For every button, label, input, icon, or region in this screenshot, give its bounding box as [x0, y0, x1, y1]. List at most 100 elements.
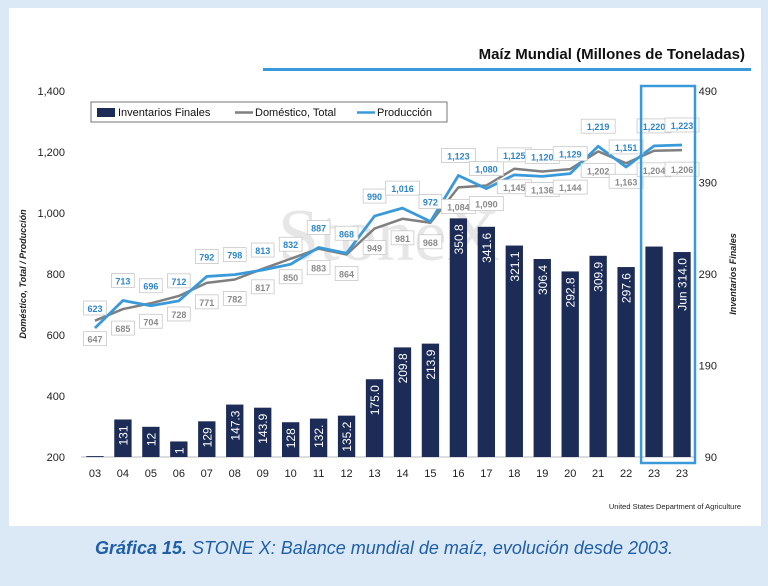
y-axis-right-title: Inventarios Finales [728, 233, 738, 315]
figure-caption: Gráfica 15. STONE X: Balance mundial de … [0, 538, 768, 559]
domestic-data-label: 968 [423, 238, 438, 248]
legend-box [90, 101, 448, 123]
bar-inventarios [226, 404, 244, 457]
domestic-data-label: 1,144 [559, 183, 582, 193]
domestic-data-label-box [306, 260, 331, 276]
y-tick-left-label: 600 [47, 330, 65, 342]
legend-label-inventarios: Inventarios Finales [118, 107, 211, 119]
bar-inventarios [421, 343, 440, 457]
domestic-data-label: 850 [283, 273, 298, 283]
y-tick-right-label: 190 [699, 361, 717, 373]
bar-data-label: 309.9 [592, 261, 606, 291]
domestic-data-label: 1,206 [671, 165, 694, 175]
chart-card: StoneX 200 400 600 800 1,000 1,200 1,400 90 190 29… [9, 8, 761, 526]
production-data-label: 832 [283, 240, 298, 250]
bar-data-label: 1 [172, 447, 186, 454]
bar-inventarios [645, 246, 663, 457]
x-tick-label: 07 [201, 468, 213, 480]
y-tick-left-label: 400 [47, 391, 65, 403]
bar-inventarios [254, 407, 272, 457]
y-tick-left-label: 1,000 [37, 208, 65, 220]
x-tick-label: 20 [564, 468, 576, 480]
legend-label-domestico: Doméstico, Total [255, 107, 336, 119]
domestic-data-label: 782 [227, 294, 242, 304]
production-data-label-box [385, 180, 420, 196]
bar-data-label: 321.1 [508, 251, 522, 281]
production-data-label: 792 [199, 252, 214, 262]
domestic-data-label: 1,136 [531, 186, 554, 196]
domestic-data-label-box [552, 179, 588, 195]
domestic-data-label: 771 [199, 298, 214, 308]
domestic-data-label-box [278, 269, 303, 285]
production-data-label: 972 [423, 198, 438, 208]
production-data-label: 813 [255, 246, 270, 256]
bar-data-label: 297.6 [620, 273, 634, 303]
x-tick-label: 18 [508, 468, 520, 480]
bar-inventarios [86, 456, 104, 457]
x-tick-label: 08 [229, 468, 241, 480]
production-data-label-box [608, 139, 644, 155]
bar-inventarios [617, 267, 635, 457]
domestic-data-label-box [468, 196, 504, 211]
domestic-data-label-box [111, 320, 135, 336]
bar-inventarios [309, 418, 328, 457]
domestic-data-label-box [362, 240, 387, 255]
y-tick-right-label: 490 [699, 86, 717, 98]
x-tick-label: 06 [173, 468, 185, 480]
bar-inventarios [114, 419, 132, 457]
y-tick-right-label: 90 [705, 452, 717, 464]
production-data-label: 798 [227, 251, 242, 261]
production-data-label-box [334, 225, 359, 241]
domestic-data-label: 685 [115, 324, 130, 334]
bar-inventarios [393, 347, 412, 457]
bar-inventarios [477, 226, 496, 457]
domestic-data-label: 864 [339, 269, 354, 279]
x-tick-label: 22 [620, 468, 632, 480]
bar-data-label: 12 [144, 432, 158, 446]
x-tick-label: 12 [340, 468, 352, 480]
y-tick-right-label: 390 [699, 178, 717, 190]
bar-data-label: 341.6 [480, 232, 494, 262]
domestic-data-label-box [580, 162, 616, 178]
production-data-label: 623 [87, 304, 102, 314]
production-data-label: 1,151 [615, 143, 638, 153]
production-data-label-box [278, 236, 303, 252]
x-tick-label: 03 [89, 468, 101, 480]
domestic-data-label: 704 [143, 317, 158, 327]
domestic-data-label: 883 [311, 264, 326, 274]
y-tick-left-label: 800 [47, 269, 65, 281]
chart-title: Maíz Mundial (Millones de Toneladas) [478, 46, 745, 63]
bar-inventarios [365, 379, 384, 457]
domestic-data-label-box [139, 313, 163, 329]
bar-data-label: 132. [312, 425, 326, 448]
production-data-label: 1,123 [447, 151, 470, 161]
production-data-label-box [580, 118, 616, 134]
x-tick-label: 05 [145, 468, 157, 480]
production-data-label-box [222, 247, 247, 263]
x-tick-label: 21 [592, 468, 604, 480]
bar-data-label: 143.9 [256, 413, 270, 443]
domestic-data-label: 949 [367, 244, 382, 254]
production-data-label-box [139, 278, 163, 294]
bar-data-label: 128 [284, 428, 298, 448]
bar-data-label: 131 [116, 425, 130, 445]
bar-data-label: 135.2 [340, 421, 354, 451]
bar-data-label: 350.8 [452, 224, 466, 254]
production-data-label: 887 [311, 223, 326, 233]
production-data-label: 868 [339, 229, 354, 239]
bar-data-label: 147.3 [228, 410, 242, 440]
production-data-label: 1,129 [559, 150, 582, 160]
y-tick-left-label: 1,200 [37, 147, 65, 159]
domestic-data-label: 1,084 [447, 202, 470, 212]
production-data-label-box [362, 188, 387, 204]
production-data-label-box [552, 146, 588, 162]
x-tick-label: 13 [368, 468, 380, 480]
x-tick-label: 23 [676, 468, 688, 480]
bar-inventarios [198, 421, 216, 457]
production-data-label: 1,219 [587, 122, 610, 132]
bar-inventarios [505, 245, 523, 457]
domestic-data-label: 1,145 [503, 183, 526, 193]
domestic-data-label-box [194, 294, 219, 310]
domestic-data-label-box [250, 279, 275, 295]
x-tick-label: 23 [648, 468, 660, 480]
